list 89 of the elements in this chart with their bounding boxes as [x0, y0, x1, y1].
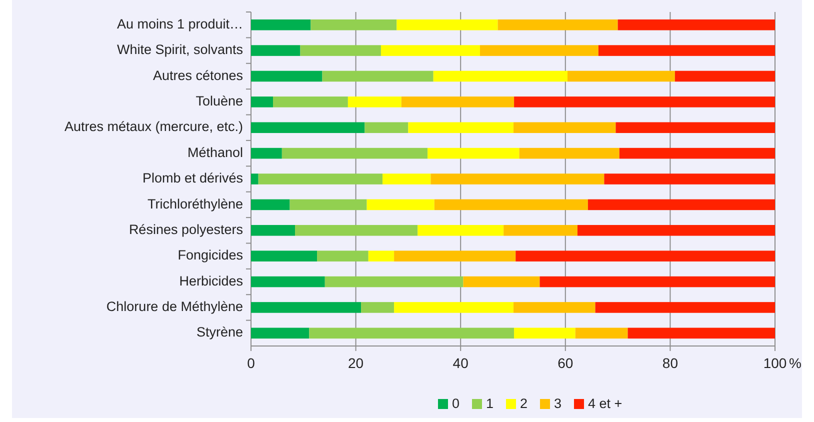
- bar: [251, 96, 274, 108]
- bar: [567, 70, 675, 82]
- bar: [428, 148, 520, 159]
- bar: [282, 148, 428, 159]
- bar: [588, 199, 775, 210]
- y-tick-label: Fongicides: [178, 248, 244, 263]
- legend-label: 0: [452, 396, 460, 411]
- bar: [382, 174, 431, 184]
- bar: [619, 148, 775, 159]
- bar: [463, 276, 540, 288]
- y-tick-label: Trichloréthylène: [147, 196, 243, 212]
- bar: [317, 250, 368, 262]
- bar: [628, 328, 775, 339]
- bar: [514, 122, 616, 134]
- y-tick-label: Styrène: [196, 324, 243, 340]
- bar: [322, 70, 434, 82]
- bar: [616, 122, 775, 134]
- bar: [251, 302, 362, 313]
- y-tick-label: Plomb et dérivés: [142, 170, 244, 186]
- bar: [295, 224, 418, 236]
- bar: [251, 70, 322, 82]
- bar: [251, 328, 310, 339]
- bar: [251, 148, 282, 159]
- bar: [430, 174, 604, 184]
- y-tick-label: Résines polyesters: [128, 222, 244, 237]
- bar: [251, 174, 258, 184]
- bar: [433, 70, 568, 82]
- y-tick-label: White Spirit, solvants: [116, 42, 244, 58]
- y-tick-label: Autres métaux (mercure, etc.): [64, 119, 243, 134]
- bar: [408, 122, 514, 134]
- bar: [273, 96, 348, 108]
- x-tick-label: 0: [247, 355, 256, 371]
- legend-label: 4 et +: [588, 396, 622, 411]
- bar: [251, 224, 296, 236]
- y-tick-label: Au moins 1 produit…: [116, 16, 243, 32]
- y-tick-label: Herbicides: [179, 273, 244, 288]
- bar: [674, 70, 775, 82]
- bar: [324, 276, 464, 288]
- bar: [368, 250, 394, 262]
- bar: [514, 328, 576, 339]
- y-tick-label: Autres cétones: [152, 68, 244, 83]
- y-tick-label: Méthanol: [187, 144, 243, 160]
- bar: [310, 19, 397, 30]
- bar: [504, 224, 578, 236]
- bar: [618, 19, 775, 30]
- bar: [516, 250, 775, 262]
- bar: [514, 302, 596, 313]
- y-tick-label: Toluène: [196, 93, 243, 108]
- bar: [251, 199, 290, 210]
- bar: [396, 19, 498, 30]
- bar: [418, 224, 504, 236]
- bar: [540, 276, 775, 288]
- bar: [498, 19, 618, 30]
- x-tick-label: 80: [662, 355, 678, 371]
- bar: [251, 45, 300, 56]
- x-axis-title: %: [789, 355, 802, 371]
- bar: [300, 45, 381, 56]
- bar: [394, 250, 516, 262]
- bar: [251, 122, 365, 134]
- x-tick-label: 40: [452, 355, 469, 371]
- legend-label: 2: [520, 396, 528, 411]
- legend-label: 1: [486, 396, 494, 411]
- bar: [514, 96, 775, 108]
- bar: [519, 148, 620, 159]
- bar: [604, 174, 775, 184]
- legend-label: 3: [554, 396, 562, 411]
- bar: [401, 96, 514, 108]
- bar: [598, 45, 775, 56]
- bar: [251, 250, 318, 262]
- y-tick-label: Chlorure de Méthylène: [106, 299, 243, 314]
- bar: [309, 328, 514, 339]
- bar: [348, 96, 402, 108]
- bar: [258, 174, 383, 184]
- bar: [434, 199, 588, 210]
- bar: [251, 276, 325, 288]
- x-tick-label: 20: [348, 355, 364, 371]
- bar: [575, 328, 628, 339]
- bar: [394, 302, 514, 313]
- x-tick-label: 100: [763, 355, 787, 371]
- bar: [366, 199, 434, 210]
- bar: [290, 199, 367, 210]
- bar: [380, 45, 480, 56]
- x-tick-label: 60: [558, 355, 574, 371]
- bar: [577, 224, 775, 236]
- bar: [364, 122, 408, 134]
- bar: [361, 302, 394, 313]
- bar: [480, 45, 598, 56]
- bar: [251, 19, 311, 30]
- bar: [595, 302, 775, 313]
